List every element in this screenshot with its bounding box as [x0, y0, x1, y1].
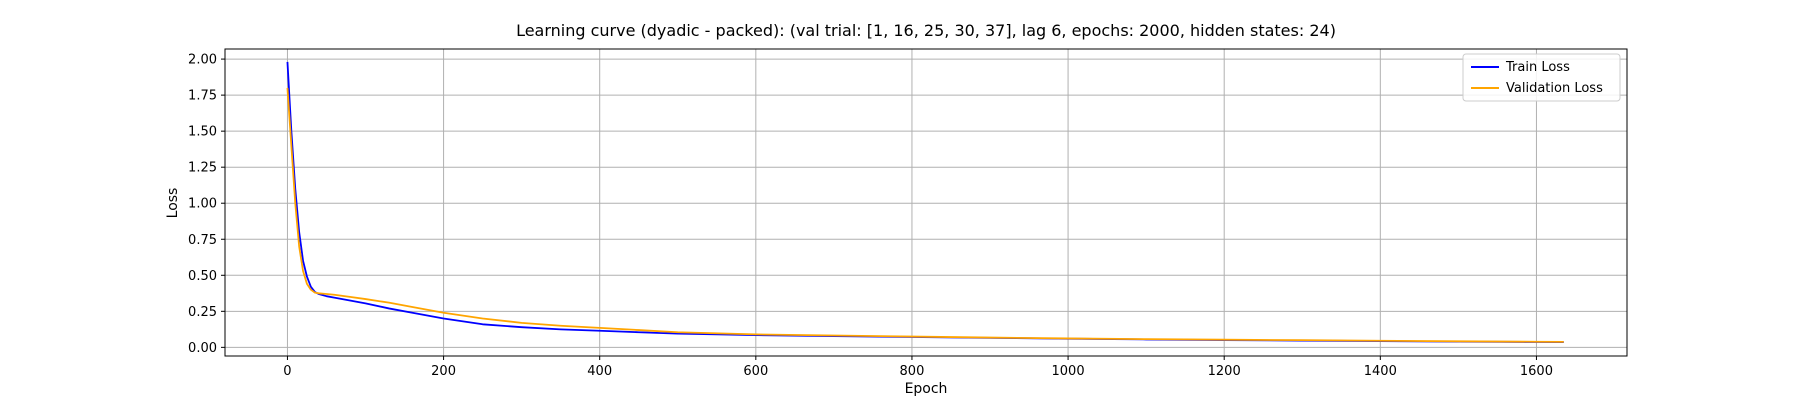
- x-tick-label: 1400: [1364, 364, 1397, 379]
- x-axis-ticks: 0 200 400 600 800 1000 1200 1400 1600: [283, 356, 1553, 379]
- x-tick-label: 1000: [1052, 364, 1085, 379]
- x-axis-title: Epoch: [905, 381, 948, 397]
- y-tick-label: 1.50: [188, 125, 217, 140]
- plot-area-frame: [224, 48, 1628, 357]
- series-lines: [286, 61, 1564, 344]
- x-tick-label: 400: [587, 364, 612, 379]
- series-line-validation-loss: [286, 87, 1564, 343]
- x-tick-label: 1200: [1208, 364, 1241, 379]
- x-tick-label: 1600: [1520, 364, 1553, 379]
- x-tick-label: 0: [283, 364, 291, 379]
- x-tick-label: 800: [900, 364, 925, 379]
- legend-label-train-loss: Train Loss: [1505, 60, 1570, 75]
- y-tick-label: 2.00: [188, 53, 217, 68]
- x-tick-label: 600: [743, 364, 768, 379]
- legend-label-validation-loss: Validation Loss: [1506, 81, 1603, 96]
- y-tick-label: 0.00: [188, 341, 217, 356]
- legend: Train Loss Validation Loss: [1462, 53, 1621, 102]
- y-tick-label: 1.75: [188, 89, 217, 104]
- y-tick-label: 0.75: [188, 233, 217, 248]
- y-tick-label: 1.00: [188, 197, 217, 212]
- y-tick-label: 0.25: [188, 305, 217, 320]
- legend-box: [1462, 53, 1621, 102]
- y-axis-ticks: 0.00 0.25 0.50 0.75 1.00 1.25 1.50 1.75 2.00: [188, 53, 225, 356]
- y-tick-label: 1.25: [188, 161, 217, 176]
- x-tick-label: 200: [431, 364, 456, 379]
- chart-title: Learning curve (dyadic - packed): (val t…: [516, 21, 1336, 40]
- y-tick-label: 0.50: [188, 269, 217, 284]
- y-axis-title: Loss: [165, 188, 181, 219]
